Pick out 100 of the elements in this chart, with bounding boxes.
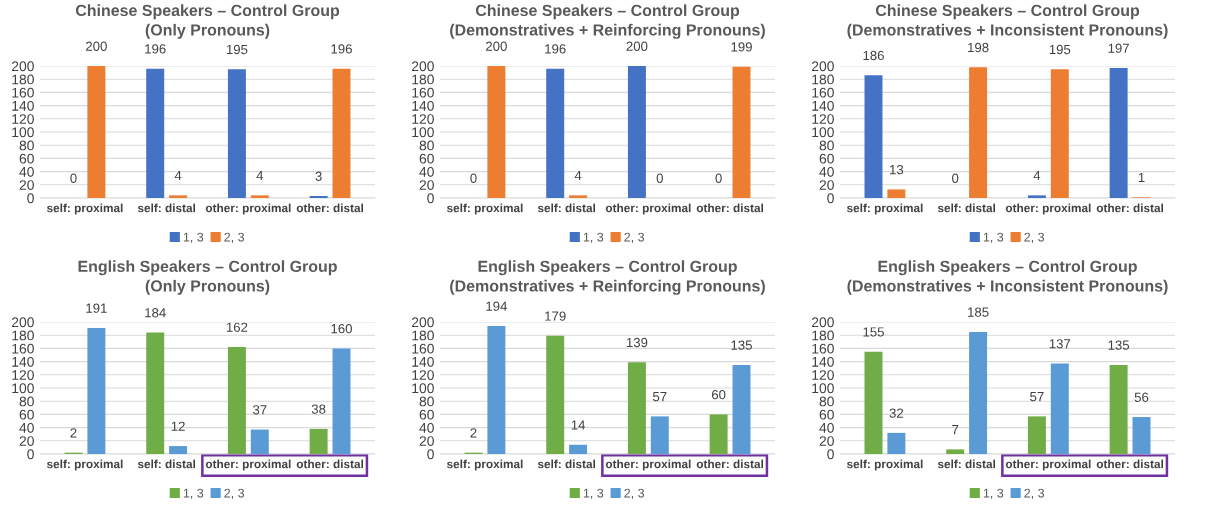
data-label: 60: [711, 389, 726, 400]
x-tick-label: self: proximal: [446, 203, 523, 215]
data-label: 12: [171, 421, 185, 431]
data-label: 57: [652, 392, 667, 402]
y-tick-label: 100: [12, 383, 34, 394]
bar: [569, 444, 588, 454]
x-tick-label: self: distal: [937, 203, 996, 213]
data-label: 2: [470, 428, 477, 438]
chart-title: Chinese Speakers – Control Group (Demonstratives + Reinforcing Pronouns): [450, 4, 765, 39]
bar: [709, 414, 728, 454]
y-tick-label: 20: [819, 436, 834, 446]
bar: [887, 432, 906, 454]
y-tick-label: 180: [412, 330, 434, 341]
bar: [250, 195, 269, 198]
x-tick-label: other: proximal: [205, 459, 291, 471]
chart-title: Chinese Speakers – Control Group (Only Pronouns): [75, 4, 340, 39]
data-label: 32: [889, 408, 904, 418]
data-label: 38: [311, 404, 326, 414]
data-label: 139: [626, 337, 648, 348]
x-tick-label: self: proximal: [446, 459, 523, 471]
data-label: 135: [731, 340, 752, 350]
x-tick-label: self: distal: [937, 459, 996, 469]
y-tick-label: 180: [812, 74, 834, 85]
legend-label: 1, 3: [583, 488, 604, 500]
y-tick-label: 120: [12, 370, 34, 380]
bar: [864, 351, 883, 454]
data-label: 184: [145, 308, 166, 318]
x-tick-label: self: proximal: [46, 203, 123, 215]
x-tick-label: self: proximal: [46, 459, 123, 471]
x-tick-label: other: proximal: [605, 459, 691, 471]
y-tick-label: 140: [812, 100, 834, 111]
x-tick-label: other: distal: [1096, 203, 1164, 213]
bar: [1050, 69, 1069, 198]
y-tick-label: 40: [19, 422, 34, 433]
bar: [309, 428, 328, 454]
y-tick-label: 160: [12, 87, 34, 98]
bar: [969, 67, 988, 198]
y-tick-label: 20: [819, 180, 834, 190]
y-tick-label: 160: [812, 343, 834, 354]
bar: [487, 66, 506, 198]
x-tick-label: other: distal: [696, 459, 764, 469]
y-tick-label: 160: [412, 343, 434, 354]
data-label: 0: [470, 173, 477, 183]
data-label: 195: [1049, 44, 1071, 55]
x-tick-label: self: proximal: [846, 459, 923, 471]
y-tick-label: 40: [819, 166, 834, 177]
y-tick-label: 140: [12, 356, 34, 367]
y-tick-label: 140: [412, 100, 434, 111]
y-tick-label: 0: [827, 449, 834, 460]
y-tick-label: 200: [11, 317, 34, 328]
y-tick-label: 40: [419, 422, 434, 433]
y-tick-label: 100: [412, 383, 434, 394]
data-label: 0: [952, 173, 959, 183]
y-tick-label: 60: [419, 153, 434, 164]
y-tick-label: 60: [19, 153, 34, 164]
y-tick-label: 140: [12, 100, 34, 111]
y-tick-label: 200: [811, 317, 834, 328]
data-label: 186: [863, 50, 884, 61]
y-tick-label: 140: [812, 356, 834, 367]
bar: [87, 327, 106, 454]
bar: [864, 75, 883, 198]
bar: [887, 189, 906, 198]
data-label: 195: [226, 44, 248, 55]
y-tick-label: 200: [811, 61, 834, 72]
x-tick-label: other: proximal: [1005, 459, 1091, 471]
data-label: 198: [968, 42, 989, 53]
data-label: 0: [656, 173, 663, 183]
y-tick-label: 80: [819, 140, 834, 151]
bar: [1109, 67, 1128, 198]
y-tick-label: 180: [12, 74, 34, 85]
y-tick-label: 20: [419, 180, 434, 190]
data-label: 155: [863, 327, 884, 337]
y-tick-label: 20: [19, 436, 34, 446]
y-tick-label: 80: [419, 396, 434, 407]
data-label: 194: [486, 301, 507, 311]
x-tick-label: other: proximal: [205, 203, 291, 215]
y-tick-label: 40: [419, 166, 434, 177]
data-label: 57: [1030, 392, 1044, 402]
bar: [1132, 417, 1151, 454]
y-tick-label: 120: [812, 114, 834, 124]
chart-title: English Speakers – Control Group (Demonstratives + Inconsistent Pronouns): [847, 260, 1168, 295]
data-label: 14: [571, 420, 586, 430]
data-label: 137: [1049, 339, 1071, 349]
x-tick-label: self: distal: [537, 203, 596, 213]
data-label: 179: [545, 311, 566, 321]
legend-label: 1, 3: [183, 488, 204, 500]
chart-title: English Speakers – Control Group (Demonstratives + Reinforcing Pronouns): [450, 260, 765, 295]
y-tick-label: 0: [427, 193, 434, 204]
y-tick-label: 0: [27, 449, 34, 460]
data-label: 4: [256, 171, 264, 181]
y-tick-label: 80: [19, 396, 34, 407]
bar: [169, 446, 188, 454]
y-tick-label: 200: [411, 61, 434, 72]
bar: [332, 68, 351, 198]
bar: [946, 449, 965, 454]
legend-label: 1, 3: [983, 488, 1004, 500]
chart-title: English Speakers – Control Group (Only Pronouns): [78, 260, 337, 295]
bar: [1027, 195, 1046, 198]
y-tick-label: 200: [11, 61, 34, 72]
bar: [169, 195, 188, 198]
